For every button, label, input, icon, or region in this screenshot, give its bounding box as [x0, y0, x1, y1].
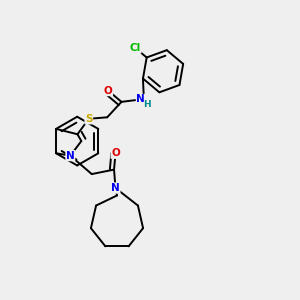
Text: N: N [111, 183, 120, 193]
Text: S: S [85, 114, 92, 124]
Text: O: O [111, 148, 120, 158]
Text: N: N [66, 151, 75, 160]
Text: H: H [143, 100, 151, 109]
Text: N: N [136, 94, 145, 104]
Text: O: O [104, 85, 112, 96]
Text: Cl: Cl [130, 43, 141, 53]
